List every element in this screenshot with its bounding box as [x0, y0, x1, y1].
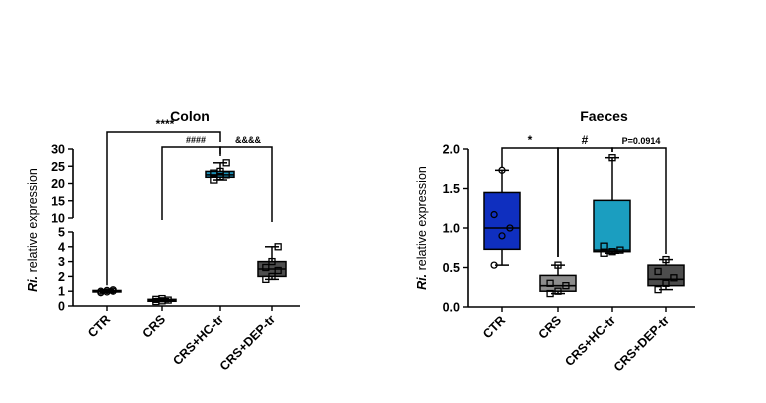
data-point	[546, 289, 554, 298]
data-point	[490, 261, 498, 269]
significance-label: #	[582, 133, 589, 147]
x-tick-label-ctr: CTR	[85, 312, 113, 340]
y-tick-label: 1.5	[443, 182, 460, 196]
data-point	[268, 272, 276, 281]
box-body	[593, 199, 631, 253]
y-tick-label: 1	[58, 285, 65, 299]
data-point	[158, 294, 166, 303]
y-tick-label: 0	[58, 300, 65, 314]
y-tick-label: 4	[58, 240, 65, 254]
data-point	[562, 282, 570, 290]
data-point	[662, 255, 670, 264]
box-crs-hc-tr	[593, 154, 631, 257]
x-tick-label-crs-hc-tr: CRS+HC-tr	[562, 313, 618, 369]
data-point	[498, 232, 506, 240]
significance-bracket-1: ****	[106, 117, 221, 286]
box-crs-dep-tr	[647, 255, 685, 294]
data-point	[222, 159, 230, 167]
x-tick-label-crs: CRS	[536, 313, 565, 342]
data-point	[268, 257, 276, 266]
data-point	[654, 267, 662, 276]
x-tick-label-ctr: CTR	[480, 313, 508, 341]
significance-label: *	[528, 133, 533, 147]
data-point	[274, 266, 282, 275]
faeces-y-axis-label: Ri. relative expression	[415, 166, 429, 290]
y-tick-label: 3	[58, 255, 65, 269]
data-point	[600, 242, 608, 250]
colon-title: Colon	[170, 108, 210, 124]
y-tick-label: 1.0	[443, 222, 460, 236]
box-body	[483, 191, 521, 251]
significance-label: P=0.0914	[622, 136, 661, 146]
y-tick-label: 2.0	[443, 143, 460, 157]
data-point	[554, 261, 562, 269]
y-tick-label: 5	[58, 226, 65, 240]
y-tick-label: 20	[51, 177, 65, 191]
y-tick-label: 0.5	[443, 261, 460, 275]
box-crs-hc-tr	[205, 159, 235, 184]
box-crs	[147, 294, 177, 306]
x-tick-label-crs-hc-tr: CRS+HC-tr	[170, 312, 226, 368]
data-point	[608, 154, 616, 162]
bracket-line	[611, 147, 667, 254]
data-point	[109, 286, 117, 294]
data-point	[490, 210, 498, 219]
data-point	[608, 248, 616, 256]
significance-bracket-3: &&&&	[219, 135, 273, 222]
y-tick-label: 25	[51, 160, 65, 174]
data-point	[216, 167, 224, 176]
significance-label: ####	[186, 135, 206, 145]
box-ctr	[92, 286, 122, 297]
bracket-line	[219, 146, 273, 222]
box-body	[647, 264, 685, 287]
data-point	[600, 249, 608, 257]
data-point	[262, 263, 270, 272]
bracket-line	[106, 131, 221, 286]
data-point	[670, 274, 678, 282]
data-point	[662, 279, 670, 287]
y-tick-label: 2	[58, 270, 65, 284]
box-body	[539, 274, 577, 292]
x-tick-label-crs: CRS	[140, 312, 169, 341]
y-tick-label: 0.0	[443, 301, 460, 315]
colon-y-axis-label: Ri. relative expression	[26, 168, 40, 292]
x-tick-label-crs-dep-tr: CRS+DEP-tr	[217, 312, 278, 373]
data-point	[654, 285, 662, 294]
y-tick-label: 30	[51, 143, 65, 157]
significance-label: ****	[156, 117, 175, 131]
x-tick-label-crs-dep-tr: CRS+DEP-tr	[611, 313, 672, 374]
data-point	[616, 246, 624, 254]
data-point	[274, 243, 282, 251]
faeces-title: Faeces	[580, 108, 628, 124]
data-point	[506, 224, 514, 232]
significance-bracket-3: P=0.0914	[611, 136, 667, 254]
box-crs	[539, 261, 577, 298]
box-crs-dep-tr	[257, 243, 287, 284]
y-tick-label: 10	[51, 212, 65, 226]
data-point	[546, 279, 554, 287]
y-tick-label: 15	[51, 194, 65, 208]
box-ctr	[483, 166, 521, 269]
data-point	[554, 287, 562, 295]
significance-label: &&&&	[235, 135, 261, 145]
faeces-panel: Faeces Ri. relative expression 0.0 0.5 1.0…	[415, 108, 695, 374]
